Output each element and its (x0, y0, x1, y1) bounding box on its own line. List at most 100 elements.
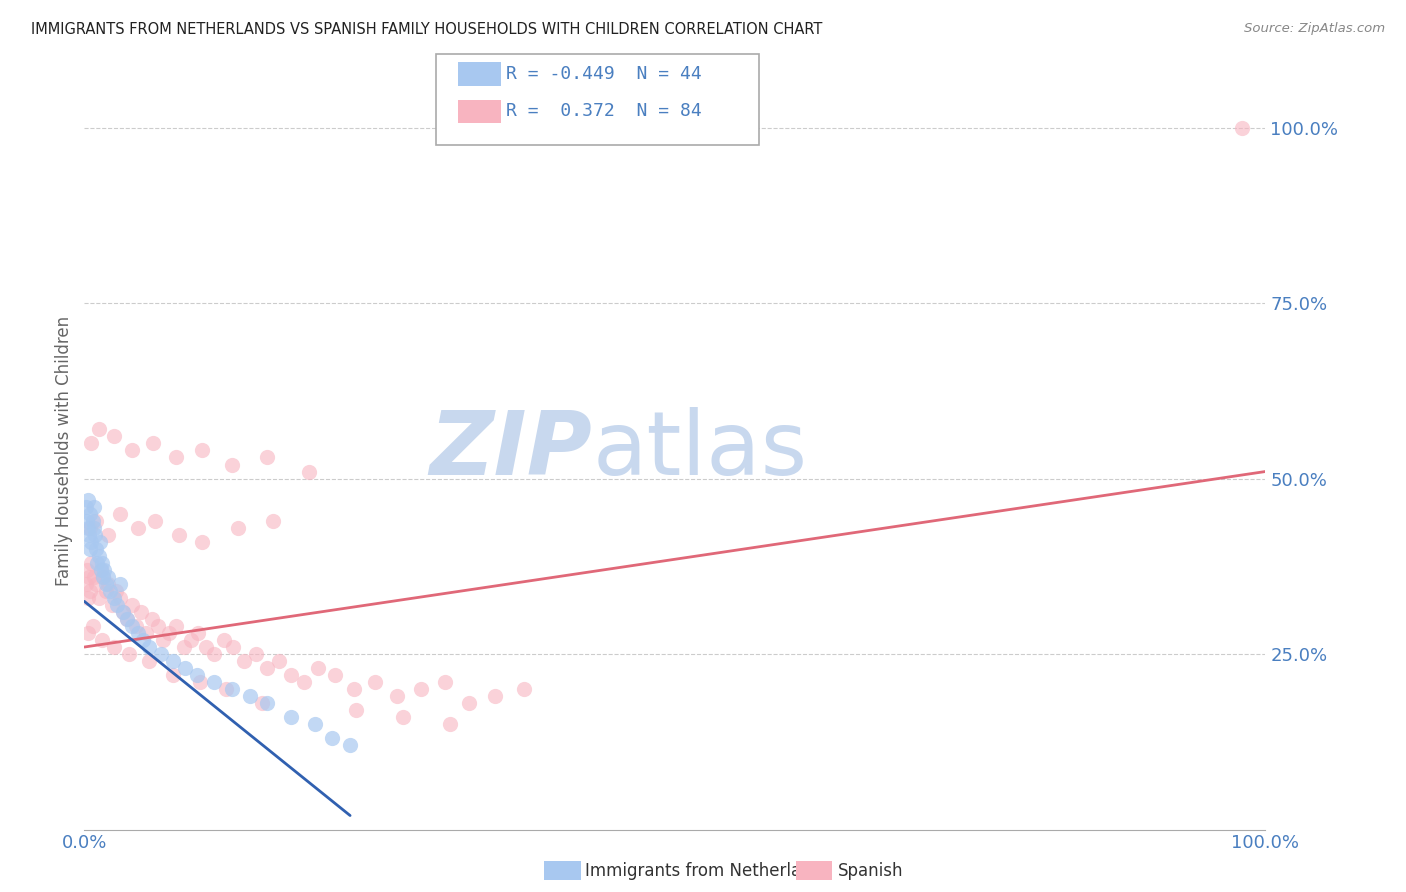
Point (121, 598, 143, 612)
Point (221, 458, 243, 472)
Point (256, 696, 278, 710)
Point (97, 527, 120, 541)
Point (157, 626, 180, 640)
Point (339, 739, 361, 753)
Point (307, 661, 329, 675)
Point (180, 633, 202, 648)
Point (212, 633, 235, 648)
Point (77, 521, 100, 535)
Point (202, 675, 225, 690)
Text: R =  0.372  N = 84: R = 0.372 N = 84 (506, 103, 702, 120)
Point (80, 534, 103, 549)
Point (97, 570, 120, 584)
Point (91, 570, 114, 584)
Point (89, 534, 111, 549)
Point (125, 619, 148, 633)
Point (112, 605, 135, 619)
Point (94, 583, 117, 598)
Point (162, 668, 184, 682)
Point (344, 703, 367, 717)
Point (1230, 120, 1253, 135)
Point (232, 654, 254, 668)
Point (239, 689, 262, 703)
Point (75, 577, 97, 591)
Point (77, 626, 100, 640)
Point (166, 619, 188, 633)
Point (292, 675, 315, 690)
Point (162, 654, 184, 668)
Y-axis label: Family Households with Children: Family Households with Children (55, 316, 73, 585)
Text: Immigrants from Netherlands: Immigrants from Netherlands (585, 862, 831, 880)
Point (87, 591, 110, 605)
Point (112, 605, 135, 619)
Point (118, 647, 141, 661)
Point (76, 563, 98, 577)
Point (77, 492, 100, 507)
Point (79, 507, 101, 521)
Point (91, 556, 114, 570)
Point (100, 598, 122, 612)
Point (108, 577, 131, 591)
Point (77, 591, 100, 605)
Point (280, 710, 302, 724)
Text: Spanish: Spanish (838, 862, 904, 880)
Point (298, 465, 321, 479)
Point (79, 541, 101, 556)
Point (90, 563, 112, 577)
Point (280, 668, 302, 682)
Point (188, 675, 211, 690)
Point (91, 633, 114, 648)
Point (98, 583, 121, 598)
Point (269, 654, 291, 668)
Point (121, 619, 143, 633)
Point (152, 633, 174, 648)
Text: ZIP: ZIP (429, 407, 592, 494)
Point (226, 521, 249, 535)
Point (84, 527, 107, 541)
Point (262, 514, 284, 528)
Point (108, 507, 131, 521)
Point (77, 527, 100, 541)
Point (127, 626, 149, 640)
Point (187, 626, 209, 640)
Point (191, 534, 214, 549)
Point (105, 583, 128, 598)
Point (103, 640, 125, 654)
Point (138, 640, 160, 654)
Point (141, 612, 163, 626)
Point (84, 514, 107, 528)
Point (87, 422, 110, 436)
Point (323, 668, 346, 682)
Point (79, 583, 101, 598)
Text: Source: ZipAtlas.com: Source: ZipAtlas.com (1244, 22, 1385, 36)
Point (142, 436, 165, 450)
Point (84, 541, 107, 556)
Point (108, 591, 131, 605)
Point (166, 450, 188, 465)
Point (484, 689, 506, 703)
Point (83, 500, 105, 514)
Point (191, 443, 214, 458)
Point (256, 661, 278, 675)
Point (91, 570, 114, 584)
Point (82, 514, 104, 528)
Point (173, 640, 195, 654)
Point (94, 577, 117, 591)
Point (138, 654, 160, 668)
Point (86, 556, 108, 570)
Text: IMMIGRANTS FROM NETHERLANDS VS SPANISH FAMILY HOUSEHOLDS WITH CHILDREN CORRELATI: IMMIGRANTS FROM NETHERLANDS VS SPANISH F… (31, 22, 823, 37)
Point (167, 527, 190, 541)
Point (121, 443, 143, 458)
Point (387, 689, 409, 703)
Point (93, 563, 115, 577)
Point (304, 717, 326, 731)
Point (103, 429, 125, 443)
Point (132, 633, 155, 648)
Point (83, 521, 105, 535)
Point (84, 577, 107, 591)
Point (90, 563, 112, 577)
Point (250, 696, 273, 710)
Point (75, 500, 97, 514)
Point (115, 612, 138, 626)
Point (245, 647, 267, 661)
